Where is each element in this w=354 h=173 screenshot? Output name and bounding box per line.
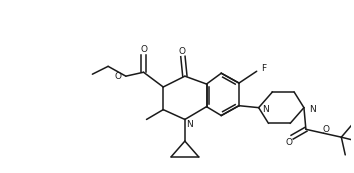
Text: F: F [261,64,266,73]
Text: O: O [178,47,185,56]
Text: N: N [263,105,269,114]
Text: N: N [187,120,193,129]
Text: O: O [140,45,147,54]
Text: O: O [322,125,329,134]
Text: N: N [309,105,316,114]
Text: O: O [115,72,122,81]
Text: O: O [286,138,293,147]
